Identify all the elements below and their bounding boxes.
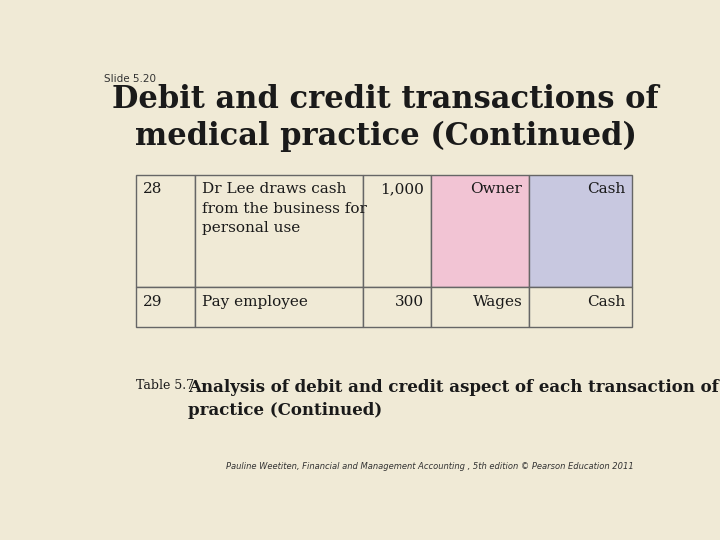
Text: 29: 29 — [143, 295, 163, 309]
Bar — [431, 175, 529, 287]
Bar — [529, 175, 632, 287]
Bar — [195, 287, 362, 327]
Text: 28: 28 — [143, 183, 163, 197]
Text: Pauline Weetiten, Financial and Management Accounting , 5th edition © Pearson Ed: Pauline Weetiten, Financial and Manageme… — [226, 462, 634, 471]
Bar — [136, 287, 195, 327]
Bar — [431, 287, 529, 327]
Text: Owner: Owner — [471, 183, 523, 197]
Text: Cash: Cash — [588, 183, 626, 197]
Bar — [362, 287, 431, 327]
Text: medical practice (Continued): medical practice (Continued) — [135, 121, 636, 152]
Text: Pay employee: Pay employee — [202, 295, 307, 309]
Bar — [136, 175, 195, 287]
Text: 300: 300 — [395, 295, 424, 309]
Bar — [362, 175, 431, 287]
Bar — [529, 287, 632, 327]
Text: Debit and credit transactions of: Debit and credit transactions of — [112, 84, 659, 114]
Text: Cash: Cash — [588, 295, 626, 309]
Text: Analysis of debit and credit aspect of each transaction of the medical
practice : Analysis of debit and credit aspect of e… — [188, 379, 720, 419]
Text: Dr Lee draws cash
from the business for
personal use: Dr Lee draws cash from the business for … — [202, 183, 366, 235]
Bar — [195, 175, 362, 287]
Text: 1,000: 1,000 — [380, 183, 424, 197]
Text: Wages: Wages — [473, 295, 523, 309]
Text: Table 5.7: Table 5.7 — [136, 379, 194, 392]
Text: Slide 5.20: Slide 5.20 — [104, 74, 156, 84]
